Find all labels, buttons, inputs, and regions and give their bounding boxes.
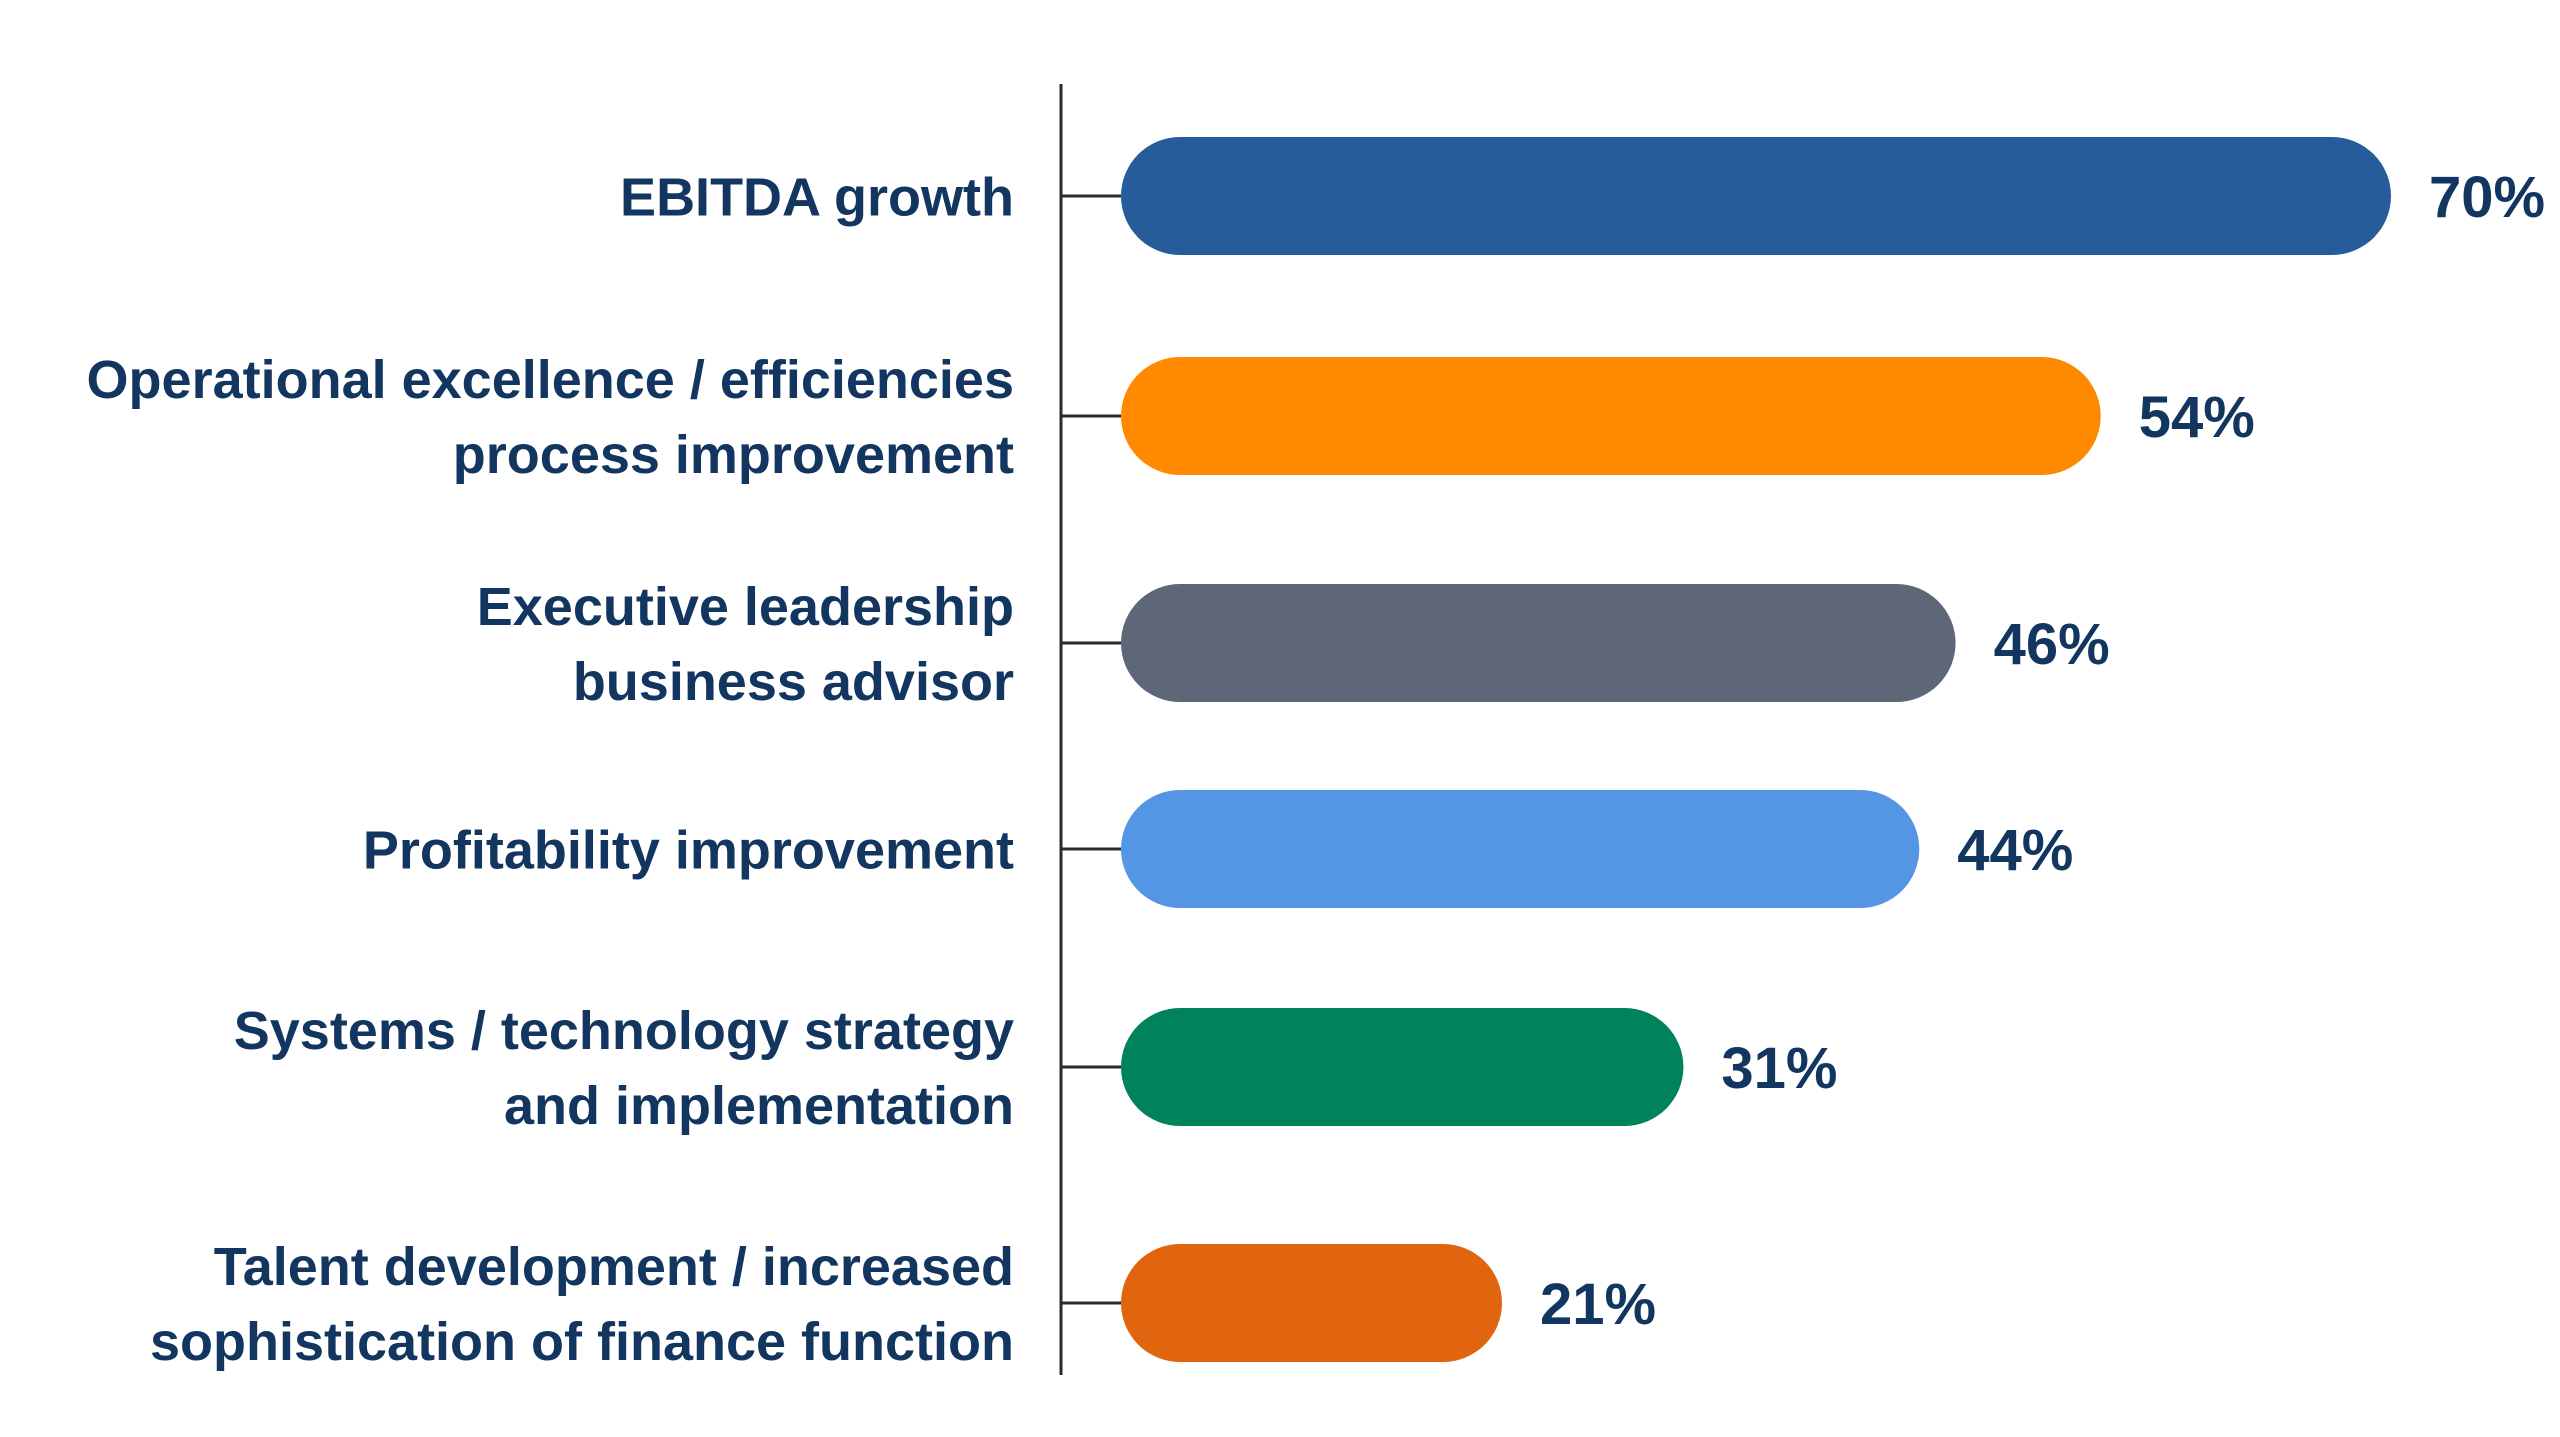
value-label: 44% [1957,818,2073,883]
category-labels: EBITDA growth Operational excellence / ef… [87,167,1014,1372]
category-label: process improvement [453,425,1014,485]
value-label: 70% [2429,165,2545,230]
category-label: business advisor [573,652,1014,712]
category-label: Executive leadership [477,577,1014,637]
value-label: 54% [2139,385,2255,450]
value-label: 21% [1540,1272,1656,1337]
bar [1121,584,1956,702]
category-label: Operational excellence / efficiencies [87,350,1014,410]
tick-marks [1061,194,1121,1305]
category-label: Systems / technology strategy [234,1001,1014,1061]
bar [1121,357,2101,475]
bar [1121,137,2391,255]
bar [1121,1008,1684,1126]
bar [1121,790,1920,908]
category-label: and implementation [504,1076,1014,1136]
bars [1121,137,2391,1362]
value-labels: 70% 54% 46% 44% 31% 21% [1540,165,2545,1337]
value-label: 31% [1721,1036,1837,1101]
category-label: Profitability improvement [363,820,1014,880]
bar [1121,1244,1502,1362]
category-label: sophistication of finance function [150,1312,1014,1372]
category-label: Talent development / increased [214,1237,1014,1297]
category-label: EBITDA growth [620,167,1014,227]
value-label: 46% [1994,612,2110,677]
